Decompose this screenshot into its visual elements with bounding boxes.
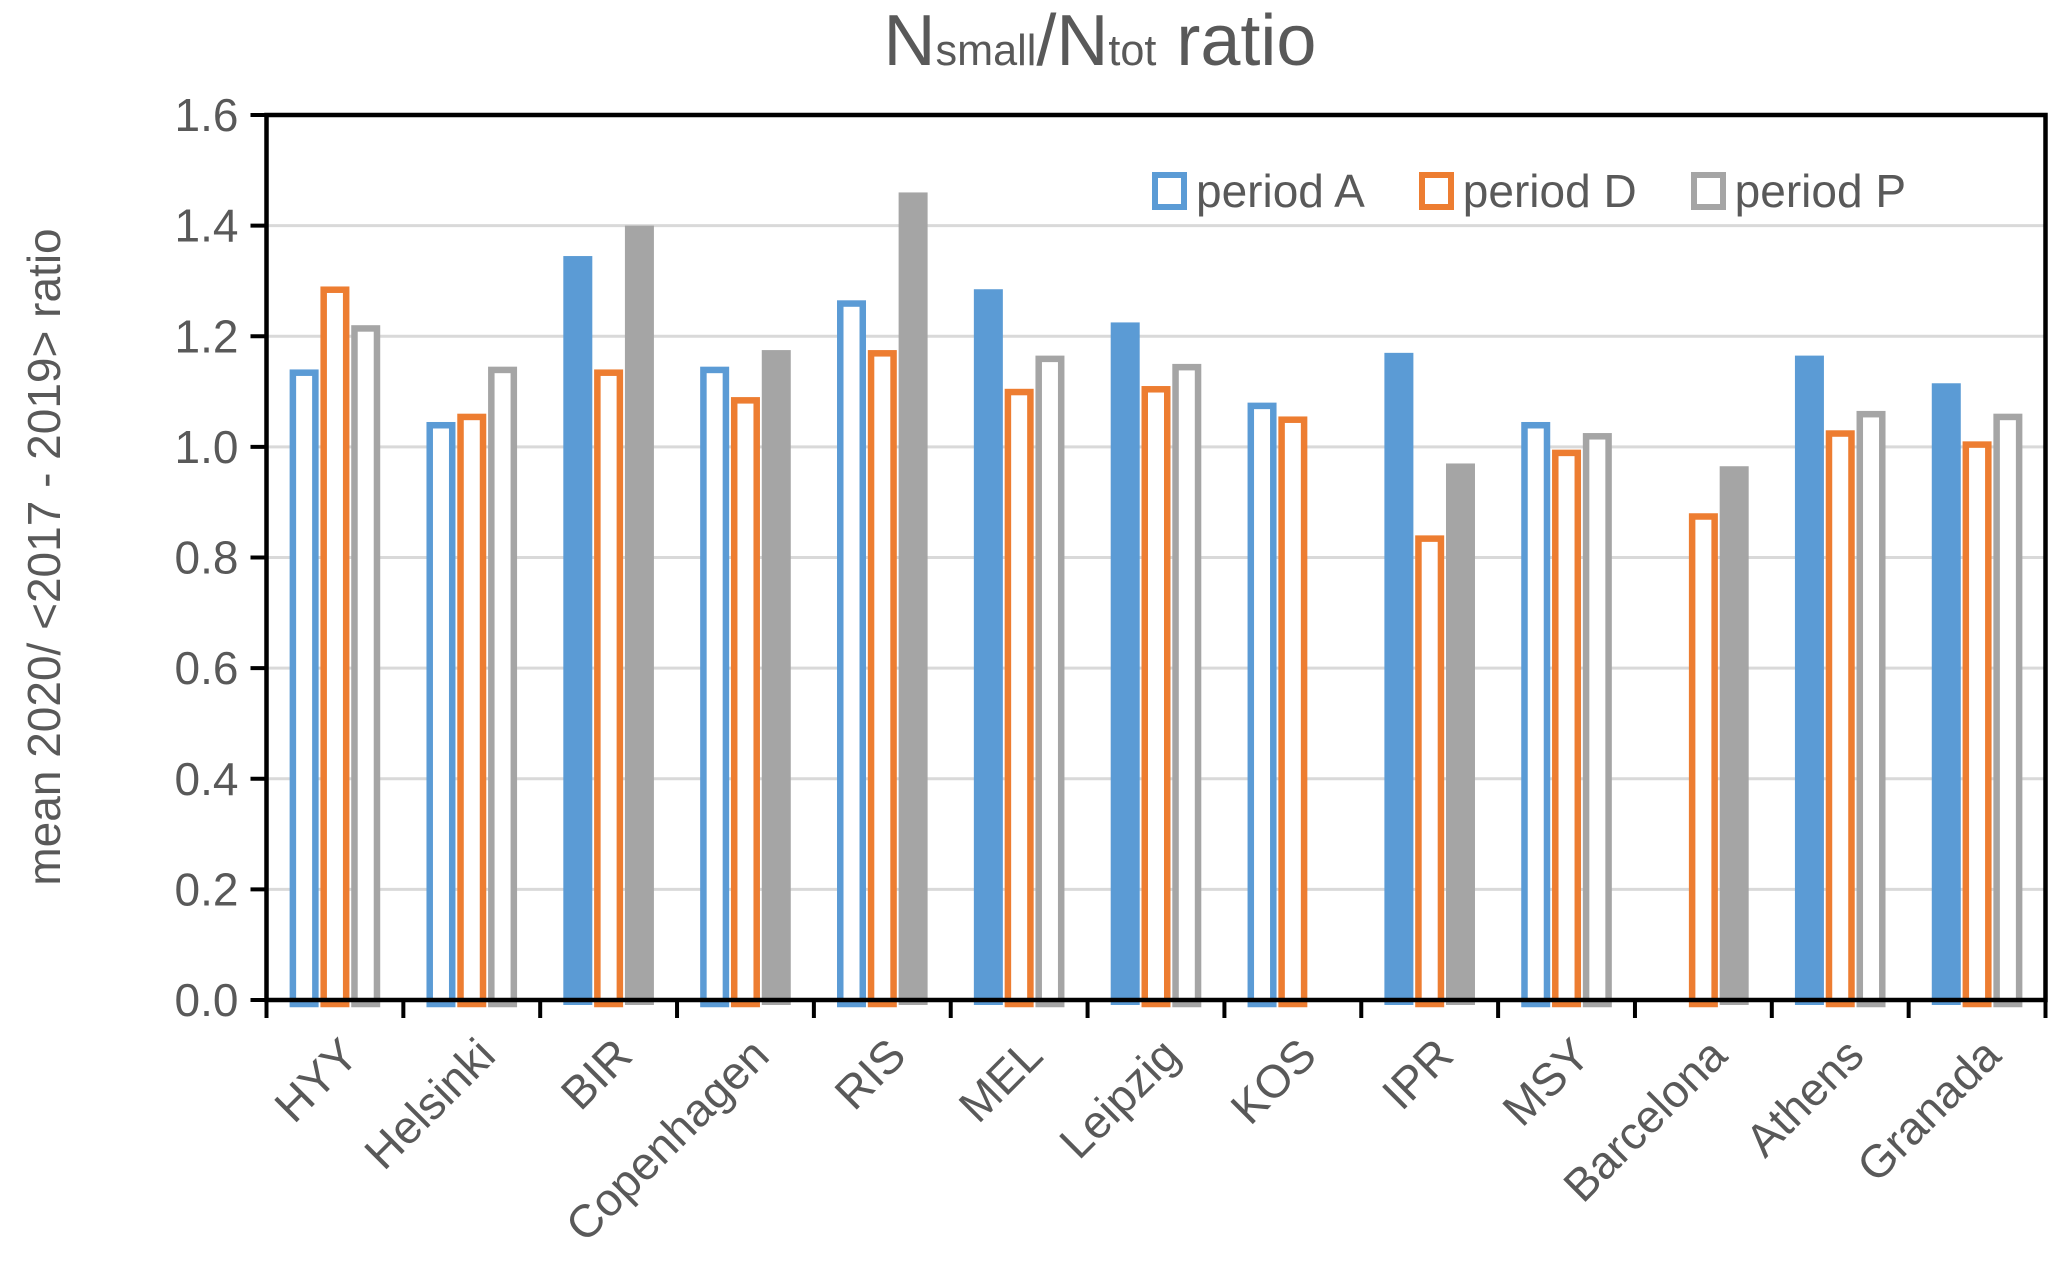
- y-tick-label: 0.2: [175, 863, 239, 915]
- bar-period-P-IPR: [1445, 463, 1475, 1005]
- x-category-label: Leipzig: [1049, 1028, 1189, 1168]
- bar-period-P-HYY: [351, 325, 381, 1008]
- bar-period-D-MSY: [1552, 449, 1582, 1008]
- bar-period-A-Granada: [1931, 383, 1961, 1005]
- bar-period-A-Athens: [1794, 355, 1824, 1005]
- legend-label: period D: [1462, 165, 1637, 217]
- legend-marker-period-a-icon: [1152, 172, 1187, 210]
- legend-label: period P: [1734, 165, 1907, 217]
- y-tick-label: 0.0: [175, 974, 239, 1026]
- bar-period-P-Athens: [1856, 410, 1886, 1008]
- bar-period-D-MEL: [1004, 388, 1034, 1008]
- title-text: N: [883, 1, 936, 81]
- bar-period-P-MSY: [1582, 433, 1612, 1008]
- x-category-label: Granada: [1847, 1028, 2011, 1192]
- legend-marker-period-d-icon: [1418, 172, 1454, 210]
- bar-period-D-Athens: [1825, 430, 1855, 1008]
- bar-period-P-Barcelona: [1719, 466, 1749, 1005]
- bar-period-D-BIR: [594, 369, 624, 1008]
- y-tick-label: 0.8: [175, 532, 239, 584]
- bar-period-A-Copenhagen: [700, 366, 730, 1008]
- x-category-label: HYY: [264, 1028, 368, 1132]
- x-category-label: MEL: [949, 1028, 1053, 1132]
- bar-period-D-Leipzig: [1141, 386, 1171, 1008]
- bar-period-D-Granada: [1962, 441, 1992, 1008]
- bar-period-A-RIS: [837, 300, 867, 1008]
- bar-period-D-KOS: [1278, 416, 1308, 1008]
- bar-period-A-HYY: [289, 369, 319, 1008]
- bar-period-P-Leipzig: [1172, 363, 1202, 1008]
- bar-period-D-IPR: [1415, 535, 1445, 1008]
- bar-period-P-Helsinki: [488, 366, 518, 1008]
- bar-period-A-IPR: [1384, 352, 1414, 1005]
- bar-period-A-Leipzig: [1110, 322, 1140, 1005]
- bar-period-P-BIR: [624, 225, 654, 1005]
- legend-item-period-d: period D: [1418, 165, 1637, 217]
- y-tick-label: 0.4: [175, 753, 239, 805]
- legend-marker-period-p-icon: [1690, 172, 1726, 210]
- bar-period-D-Copenhagen: [730, 397, 760, 1008]
- bar-period-P-Copenhagen: [761, 350, 791, 1005]
- x-category-label: IPR: [1372, 1028, 1463, 1119]
- x-category-label: RIS: [824, 1028, 915, 1119]
- y-tick-label: 1.4: [175, 200, 239, 252]
- title-text: ratio: [1156, 1, 1317, 81]
- legend: period A period D period P: [1152, 168, 1906, 214]
- legend-item-period-a: period A: [1152, 168, 1365, 214]
- bar-period-D-Helsinki: [457, 413, 487, 1008]
- bar-period-P-Granada: [1993, 413, 2023, 1008]
- title-text: /N: [1036, 1, 1109, 81]
- legend-item-period-p: period P: [1690, 165, 1907, 217]
- y-tick-label: 0.6: [175, 642, 239, 694]
- y-tick-label: 1.0: [175, 421, 239, 473]
- title-subscript-small: small: [935, 27, 1037, 75]
- x-category-label: KOS: [1220, 1028, 1325, 1133]
- bar-period-A-KOS: [1247, 402, 1277, 1008]
- bar-period-D-HYY: [320, 286, 350, 1008]
- bar-period-D-Barcelona: [1688, 513, 1718, 1008]
- bar-period-A-MEL: [973, 289, 1003, 1005]
- bar-period-P-MEL: [1035, 355, 1065, 1008]
- bar-period-D-RIS: [867, 350, 897, 1008]
- x-category-label: BIR: [551, 1028, 642, 1119]
- x-category-label: MSY: [1492, 1028, 1599, 1135]
- legend-label: period A: [1196, 165, 1365, 217]
- x-category-label: Athens: [1735, 1028, 1873, 1166]
- title-subscript-tot: tot: [1108, 27, 1157, 75]
- bar-period-A-BIR: [563, 256, 593, 1005]
- x-category-label: Helsinki: [354, 1028, 505, 1179]
- bar-period-P-RIS: [898, 192, 928, 1005]
- y-tick-label: 1.6: [175, 89, 239, 141]
- bar-period-A-MSY: [1521, 421, 1551, 1008]
- bar-period-A-Helsinki: [426, 421, 456, 1008]
- chart-title: Nsmall/Ntot ratio: [266, 0, 1934, 82]
- y-tick-label: 1.2: [175, 310, 239, 362]
